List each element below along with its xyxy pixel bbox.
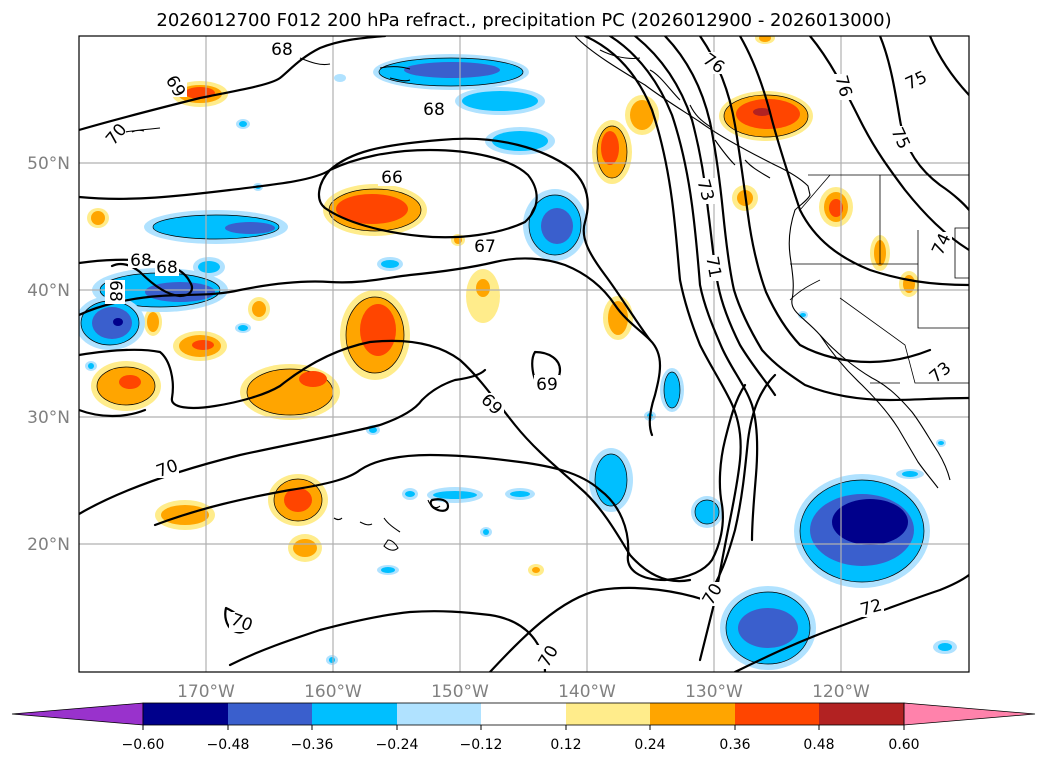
contour-label: 70 [228,610,255,636]
colorbar-tick-label: −0.36 [291,737,334,753]
x-tick-label: 140°W [558,682,616,702]
colorbar-segment [143,703,228,725]
x-tick-label: 170°W [177,682,235,702]
chart-title: 2026012700 F012 200 hPa refract., precip… [156,10,891,31]
map-frame [78,35,970,673]
precip-negative [79,54,957,670]
colorbar-segment [312,703,397,725]
colorbar-extend-low [11,702,144,726]
svg-text:69: 69 [536,375,558,395]
contour-label: 75 [902,67,930,94]
contour-label: 75 [886,124,913,152]
y-tick-labels: 50°N 40°N 30°N 20°N [27,154,70,555]
svg-text:68: 68 [105,280,125,302]
colorbar-tick-label: 0.48 [803,737,834,753]
colorbar-tick-label: −0.48 [207,737,250,753]
y-tick-label: 40°N [27,281,70,301]
x-tick-label: 130°W [685,682,743,702]
contour-labels: 68 69 70 68 66 67 68 68 68 69 69 70 70 7… [102,40,956,671]
x-tick-label: 120°W [812,682,870,702]
x-tick-label: 160°W [304,682,362,702]
contour-label: 71 [701,255,725,281]
contour-label: 74 [928,230,955,258]
map-panel: 68 69 70 68 66 67 68 68 68 69 69 70 70 7… [79,36,969,672]
colorbar-tick-label: 0.60 [888,737,919,753]
svg-text:67: 67 [474,237,496,257]
svg-text:66: 66 [381,168,403,188]
precip-positive [87,36,919,576]
contour-label: 67 [471,237,497,257]
colorbar: −0.60 −0.48 −0.36 −0.24 −0.12 0.12 0.24 … [11,702,1036,753]
colorbar-segment [228,703,312,725]
contour-label: 76 [831,73,855,100]
contour-label: 68 [155,258,179,278]
contour-label: 69 [161,72,189,101]
colorbar-tick-label: 0.12 [550,737,581,753]
contour-label: 73 [693,177,717,204]
colorbar-segment [650,703,735,725]
colorbar-ticks [142,725,905,730]
x-tick-labels: 170°W 160°W 150°W 140°W 130°W 120°W [177,682,870,702]
contour-label: 68 [270,40,294,60]
colorbar-segment [397,703,481,725]
colorbar-frame [142,702,905,726]
svg-text:68: 68 [271,40,293,60]
contour-label: 69 [534,375,560,395]
svg-text:68: 68 [423,100,445,120]
y-tick-label: 20°N [27,535,70,555]
svg-text:68: 68 [156,258,178,278]
contour-label: 66 [378,168,406,188]
political-borders [789,174,969,384]
refractivity-contours [79,36,969,672]
colorbar-segment [481,703,566,725]
y-tick-label: 30°N [27,408,70,428]
colorbar-tick-label: −0.24 [376,737,419,753]
y-tick-label: 50°N [27,154,70,174]
colorbar-tick-label: 0.24 [634,737,665,753]
coastlines [109,36,951,551]
contour-label: 72 [858,596,884,620]
contour-label: 69 [477,390,506,419]
colorbar-extend-high [903,702,1036,726]
svg-text:71: 71 [701,255,724,280]
contour-label: 70 [699,580,727,609]
svg-text:68: 68 [130,251,152,271]
colorbar-segment [735,703,819,725]
contour-label: 68 [421,100,447,120]
contour-label: 68 [128,250,152,271]
contour-label: 68 [105,280,125,304]
colorbar-tick-label: −0.12 [460,737,503,753]
colorbar-segment [566,703,650,725]
colorbar-tick-label: 0.36 [719,737,750,753]
precip-shading [79,36,957,670]
contour-label: 76 [699,49,728,78]
colorbar-tick-label: −0.60 [122,737,165,753]
colorbar-segment [819,703,904,725]
x-tick-label: 150°W [431,682,489,702]
contour-label: 70 [154,456,181,482]
